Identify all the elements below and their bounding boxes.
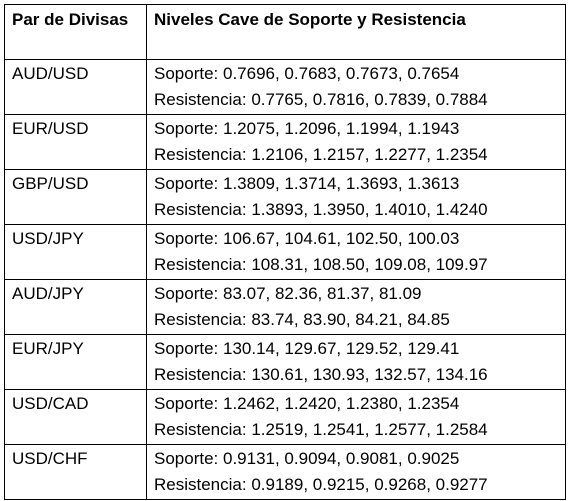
currency-pair-cell: GBP/USD	[4, 169, 147, 225]
levels-cell: Soporte: 1.2075, 1.2096, 1.1994, 1.1943 …	[146, 114, 566, 170]
currency-pair-cell: USD/CHF	[4, 444, 147, 500]
table-row: AUD/JPY Soporte: 83.07, 82.36, 81.37, 81…	[4, 279, 566, 335]
table-row: USD/JPY Soporte: 106.67, 104.61, 102.50,…	[4, 224, 566, 280]
currency-pair-cell: USD/JPY	[4, 224, 147, 280]
levels-cell: Soporte: 1.3809, 1.3714, 1.3693, 1.3613 …	[146, 169, 566, 225]
support-levels: Soporte: 0.7696, 0.7683, 0.7673, 0.7654	[154, 64, 460, 83]
levels-cell: Soporte: 83.07, 82.36, 81.37, 81.09 Resi…	[146, 279, 566, 335]
currency-pair-cell: AUD/USD	[4, 59, 147, 115]
support-levels: Soporte: 1.2075, 1.2096, 1.1994, 1.1943	[154, 119, 460, 138]
resistance-levels: Resistencia: 130.61, 130.93, 132.57, 134…	[154, 365, 488, 384]
support-resistance-table: Par de Divisas Niveles Cave de Soporte y…	[4, 4, 566, 500]
table-row: GBP/USD Soporte: 1.3809, 1.3714, 1.3693,…	[4, 169, 566, 225]
levels-cell: Soporte: 0.7696, 0.7683, 0.7673, 0.7654 …	[146, 59, 566, 115]
currency-pair-cell: AUD/JPY	[4, 279, 147, 335]
levels-cell: Soporte: 130.14, 129.67, 129.52, 129.41 …	[146, 334, 566, 390]
resistance-levels: Resistencia: 1.2519, 1.2541, 1.2577, 1.2…	[154, 420, 488, 439]
support-levels: Soporte: 0.9131, 0.9094, 0.9081, 0.9025	[154, 449, 460, 468]
support-levels: Soporte: 106.67, 104.61, 102.50, 100.03	[154, 229, 460, 248]
table-row: EUR/JPY Soporte: 130.14, 129.67, 129.52,…	[4, 334, 566, 390]
levels-cell: Soporte: 0.9131, 0.9094, 0.9081, 0.9025 …	[146, 444, 566, 500]
support-levels: Soporte: 130.14, 129.67, 129.52, 129.41	[154, 339, 460, 358]
currency-pair-cell: EUR/USD	[4, 114, 147, 170]
support-levels: Soporte: 83.07, 82.36, 81.37, 81.09	[154, 284, 422, 303]
table-header-row: Par de Divisas Niveles Cave de Soporte y…	[4, 4, 566, 60]
table-row: USD/CAD Soporte: 1.2462, 1.2420, 1.2380,…	[4, 389, 566, 445]
levels-cell: Soporte: 1.2462, 1.2420, 1.2380, 1.2354 …	[146, 389, 566, 445]
resistance-levels: Resistencia: 108.31, 108.50, 109.08, 109…	[154, 255, 488, 274]
table-row: EUR/USD Soporte: 1.2075, 1.2096, 1.1994,…	[4, 114, 566, 170]
table-row: AUD/USD Soporte: 0.7696, 0.7683, 0.7673,…	[4, 59, 566, 115]
resistance-levels: Resistencia: 83.74, 83.90, 84.21, 84.85	[154, 310, 450, 329]
currency-pair-cell: USD/CAD	[4, 389, 147, 445]
header-key-levels: Niveles Cave de Soporte y Resistencia	[146, 4, 566, 60]
currency-pair-cell: EUR/JPY	[4, 334, 147, 390]
resistance-levels: Resistencia: 1.2106, 1.2157, 1.2277, 1.2…	[154, 145, 488, 164]
resistance-levels: Resistencia: 1.3893, 1.3950, 1.4010, 1.4…	[154, 200, 488, 219]
table-row: USD/CHF Soporte: 0.9131, 0.9094, 0.9081,…	[4, 444, 566, 500]
header-currency-pair: Par de Divisas	[4, 4, 147, 60]
support-levels: Soporte: 1.3809, 1.3714, 1.3693, 1.3613	[154, 174, 460, 193]
resistance-levels: Resistencia: 0.9189, 0.9215, 0.9268, 0.9…	[154, 475, 488, 494]
support-levels: Soporte: 1.2462, 1.2420, 1.2380, 1.2354	[154, 394, 460, 413]
resistance-levels: Resistencia: 0.7765, 0.7816, 0.7839, 0.7…	[154, 90, 488, 109]
levels-cell: Soporte: 106.67, 104.61, 102.50, 100.03 …	[146, 224, 566, 280]
